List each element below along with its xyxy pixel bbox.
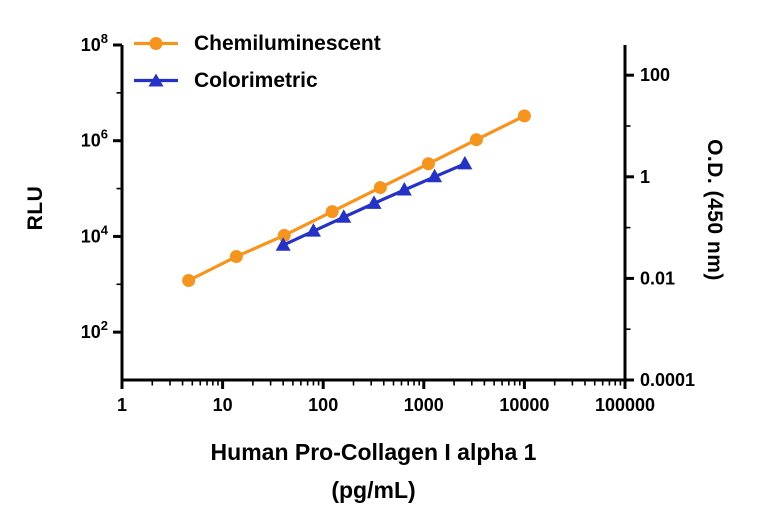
svg-text:1: 1: [117, 395, 127, 415]
legend-item-chemiluminescent[interactable]: Chemiluminescent: [133, 33, 381, 54]
chemiluminescent-marker-icon: [134, 37, 178, 50]
svg-text:100000: 100000: [595, 395, 655, 415]
svg-text:10000: 10000: [499, 395, 549, 415]
colorimetric-marker-icon: [134, 73, 178, 87]
axes-frame: [120, 45, 627, 382]
svg-text:0.01: 0.01: [640, 268, 675, 288]
svg-text:106: 106: [81, 127, 108, 151]
legend-item-colorimetric[interactable]: Colorimetric: [133, 70, 381, 91]
svg-text:108: 108: [81, 31, 108, 55]
svg-text:10: 10: [213, 395, 233, 415]
series-chemiluminescent: [182, 109, 531, 287]
svg-text:0.0001: 0.0001: [640, 370, 695, 390]
x-axis-title: Human Pro-Collagen I alpha 1 (pg/mL): [122, 434, 625, 510]
series-colorimetric: [275, 155, 473, 251]
svg-text:100: 100: [308, 395, 338, 415]
axis-ticks: [113, 43, 634, 389]
right-axis-title: O.D. (450 nm): [703, 139, 726, 281]
chart-legend: Chemiluminescent Colorimetric: [133, 33, 381, 91]
svg-text:100: 100: [640, 65, 670, 85]
x-axis-title-line1: Human Pro-Collagen I alpha 1: [210, 439, 537, 465]
legend-label-chemiluminescent: Chemiluminescent: [194, 32, 381, 55]
svg-text:102: 102: [81, 318, 108, 342]
svg-text:104: 104: [81, 222, 109, 246]
svg-text:1000: 1000: [404, 395, 444, 415]
svg-text:1: 1: [640, 167, 650, 187]
left-axis-title: RLU: [24, 185, 47, 231]
tick-labels: 1 10 100 1000 10000 100000 108 106 104 102 100 1 0.0…: [81, 31, 695, 415]
x-axis-title-line2: (pg/mL): [331, 476, 416, 503]
legend-label-colorimetric: Colorimetric: [194, 69, 318, 92]
